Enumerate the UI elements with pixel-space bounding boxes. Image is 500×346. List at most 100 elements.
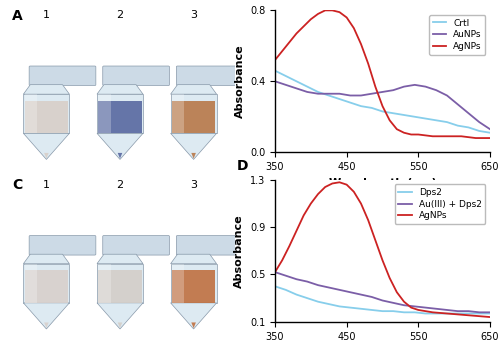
AgNPs bbox=[386, 118, 392, 122]
FancyBboxPatch shape bbox=[103, 236, 170, 255]
AgNPs bbox=[300, 24, 306, 28]
Text: 2: 2 bbox=[116, 10, 123, 20]
Polygon shape bbox=[98, 94, 111, 133]
Polygon shape bbox=[98, 264, 111, 303]
AgNPs bbox=[330, 181, 336, 185]
Dps2 bbox=[336, 304, 342, 309]
AuNPs bbox=[444, 93, 450, 98]
AgNPs bbox=[408, 133, 414, 137]
AgNPs bbox=[286, 244, 292, 248]
Polygon shape bbox=[97, 133, 143, 160]
Dps2 bbox=[487, 311, 493, 316]
AgNPs bbox=[322, 8, 328, 12]
AuNPs bbox=[487, 127, 493, 131]
Text: 2: 2 bbox=[116, 180, 123, 190]
Polygon shape bbox=[97, 85, 143, 94]
AuNPs bbox=[315, 92, 321, 96]
Dps2 bbox=[283, 288, 289, 292]
AuNPs bbox=[369, 92, 375, 96]
AgNPs bbox=[372, 84, 378, 89]
Polygon shape bbox=[24, 85, 70, 94]
AgNPs bbox=[294, 229, 300, 233]
Polygon shape bbox=[192, 153, 196, 158]
Dps2 bbox=[466, 311, 471, 316]
AgNPs bbox=[394, 290, 400, 294]
AgNPs bbox=[430, 134, 436, 138]
Polygon shape bbox=[170, 94, 216, 133]
Au(III) + Dps2 bbox=[315, 283, 321, 287]
Polygon shape bbox=[172, 264, 184, 303]
Au(III) + Dps2 bbox=[476, 310, 482, 315]
Dps2 bbox=[455, 311, 461, 316]
FancyBboxPatch shape bbox=[176, 236, 243, 255]
CrtI bbox=[422, 117, 428, 121]
Legend: Dps2, Au(III) + Dps2, AgNPs: Dps2, Au(III) + Dps2, AgNPs bbox=[394, 184, 486, 224]
AgNPs bbox=[294, 31, 300, 36]
Au(III) + Dps2 bbox=[466, 309, 471, 313]
CrtI bbox=[347, 100, 353, 104]
CrtI bbox=[272, 69, 278, 73]
Text: 1: 1 bbox=[43, 10, 50, 20]
CrtI bbox=[412, 115, 418, 119]
CrtI bbox=[304, 84, 310, 89]
Dps2 bbox=[294, 292, 300, 297]
Polygon shape bbox=[24, 133, 70, 160]
Au(III) + Dps2 bbox=[401, 303, 407, 307]
Au(III) + Dps2 bbox=[336, 288, 342, 292]
Polygon shape bbox=[98, 101, 142, 133]
AuNPs bbox=[326, 92, 332, 96]
Text: C: C bbox=[12, 178, 22, 192]
Text: A: A bbox=[12, 9, 22, 22]
AuNPs bbox=[422, 84, 428, 89]
CrtI bbox=[336, 97, 342, 101]
AgNPs bbox=[394, 127, 400, 131]
AgNPs bbox=[380, 104, 386, 108]
Polygon shape bbox=[172, 270, 216, 303]
Y-axis label: Absorbance: Absorbance bbox=[234, 45, 244, 118]
CrtI bbox=[487, 131, 493, 135]
AgNPs bbox=[472, 314, 478, 318]
AgNPs bbox=[358, 201, 364, 206]
Polygon shape bbox=[24, 270, 68, 303]
Dps2 bbox=[433, 311, 440, 316]
AuNPs bbox=[401, 84, 407, 89]
Polygon shape bbox=[172, 94, 184, 133]
AgNPs bbox=[386, 276, 392, 280]
AgNPs bbox=[472, 136, 478, 140]
FancyBboxPatch shape bbox=[176, 66, 243, 85]
Polygon shape bbox=[97, 254, 143, 264]
Polygon shape bbox=[24, 101, 68, 133]
Line: AuNPs: AuNPs bbox=[275, 81, 490, 129]
Polygon shape bbox=[170, 254, 216, 264]
Au(III) + Dps2 bbox=[272, 270, 278, 274]
AuNPs bbox=[412, 83, 418, 87]
X-axis label: Wavelength (nm): Wavelength (nm) bbox=[328, 177, 436, 188]
FancyBboxPatch shape bbox=[29, 66, 96, 85]
AgNPs bbox=[444, 134, 450, 138]
Dps2 bbox=[358, 307, 364, 311]
AgNPs bbox=[279, 258, 285, 262]
Polygon shape bbox=[24, 303, 70, 329]
Polygon shape bbox=[172, 101, 216, 133]
AgNPs bbox=[487, 315, 493, 319]
AuNPs bbox=[304, 90, 310, 94]
CrtI bbox=[476, 129, 482, 133]
AuNPs bbox=[390, 88, 396, 92]
AgNPs bbox=[444, 311, 450, 316]
AgNPs bbox=[416, 308, 422, 312]
Line: Dps2: Dps2 bbox=[275, 286, 490, 313]
AgNPs bbox=[315, 12, 321, 16]
AgNPs bbox=[408, 306, 414, 310]
Au(III) + Dps2 bbox=[304, 280, 310, 284]
AgNPs bbox=[430, 310, 436, 315]
AgNPs bbox=[416, 133, 422, 137]
AuNPs bbox=[476, 120, 482, 124]
CrtI bbox=[401, 113, 407, 117]
Au(III) + Dps2 bbox=[369, 295, 375, 299]
Au(III) + Dps2 bbox=[433, 307, 440, 311]
Au(III) + Dps2 bbox=[347, 290, 353, 294]
Y-axis label: Absorbance: Absorbance bbox=[234, 214, 244, 288]
Line: AgNPs: AgNPs bbox=[275, 10, 490, 138]
Au(III) + Dps2 bbox=[412, 304, 418, 309]
AgNPs bbox=[286, 40, 292, 44]
